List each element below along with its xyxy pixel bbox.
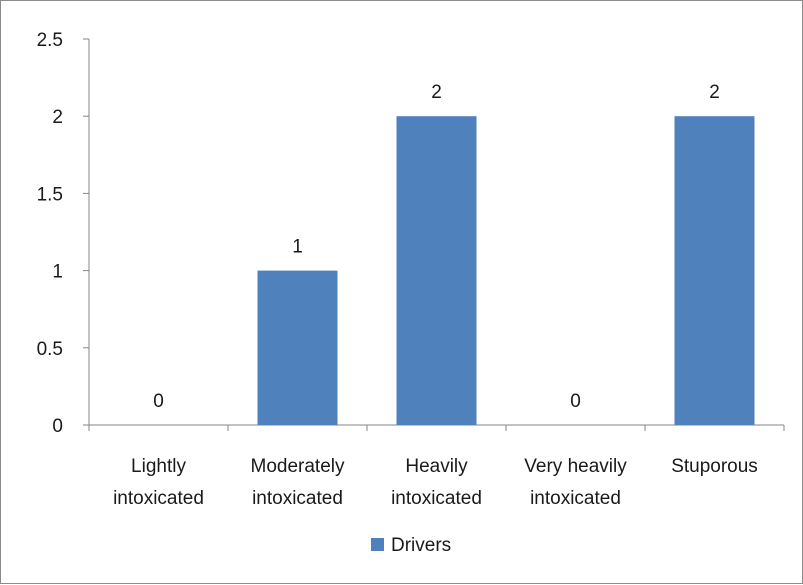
data-label: 0 <box>570 391 581 412</box>
category-label: Moderately <box>251 456 345 477</box>
category-label: Heavily <box>405 456 468 477</box>
category-label: Stuporous <box>671 456 758 477</box>
category-label: Very heavily <box>524 456 627 477</box>
bar <box>396 116 477 425</box>
category-label: intoxicated <box>252 488 343 509</box>
data-label: 0 <box>153 391 164 412</box>
y-tick-label: 2.5 <box>37 30 63 51</box>
data-labels: 0 1 2 0 2 <box>153 82 720 412</box>
category-label: intoxicated <box>391 488 482 509</box>
bar <box>674 116 755 425</box>
legend-swatch <box>371 538 384 551</box>
x-axis <box>88 424 785 431</box>
y-tick-label: 2 <box>52 107 63 128</box>
data-label: 2 <box>709 82 720 103</box>
data-label: 1 <box>292 237 303 258</box>
legend: Drivers <box>371 535 451 556</box>
data-label: 2 <box>431 82 442 103</box>
y-tick-label: 1.5 <box>37 184 63 205</box>
category-label: Lightly <box>131 456 186 477</box>
y-tick-label: 0.5 <box>37 339 63 360</box>
category-labels: Lightly intoxicated Moderately intoxicated H… <box>113 456 758 509</box>
y-tick-label: 0 <box>52 416 63 437</box>
bar <box>257 270 338 425</box>
y-axis: 0 0.5 1 1.5 2 2.5 <box>37 30 90 437</box>
category-label: intoxicated <box>113 488 204 509</box>
bars <box>257 116 755 425</box>
category-label: intoxicated <box>530 488 621 509</box>
y-tick-label: 1 <box>52 262 63 283</box>
legend-label: Drivers <box>391 535 451 556</box>
